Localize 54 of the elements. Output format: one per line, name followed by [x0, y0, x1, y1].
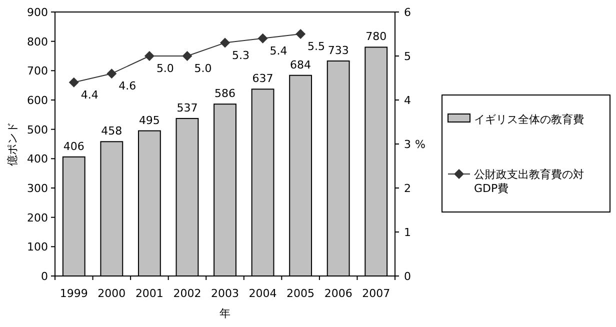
- x-tick-label: 2000: [98, 287, 126, 300]
- data-label: 406: [63, 140, 84, 153]
- data-label: 586: [214, 87, 236, 100]
- point: [68, 77, 79, 88]
- data-label: 733: [328, 44, 349, 57]
- y-tick-label: 500: [27, 123, 48, 136]
- y-tick-label: 400: [27, 152, 48, 166]
- x-tick-label: 1999: [60, 287, 88, 300]
- y-tick-label: 900: [27, 6, 48, 19]
- data-label: 5.0: [194, 62, 212, 75]
- x-tick-label: 2004: [248, 287, 277, 300]
- x-tick-label: 2006: [324, 287, 352, 300]
- y-tick-label: 200: [27, 211, 48, 224]
- data-label: 5.0: [156, 62, 174, 75]
- data-label: 4.4: [80, 88, 98, 102]
- x-axis-title: 年: [220, 307, 230, 320]
- legend-label: イギリス全体の教育費: [474, 113, 584, 126]
- data-label: 780: [366, 30, 387, 44]
- y-tick-label: 100: [27, 240, 48, 254]
- x-tick-label: 2007: [362, 287, 390, 300]
- point: [258, 33, 268, 44]
- point: [296, 29, 306, 39]
- x-tick-label: 2001: [135, 287, 164, 300]
- y2-tick-label: 0: [404, 270, 411, 283]
- y2-tick-label: 1: [404, 226, 411, 239]
- data-label: 537: [176, 101, 198, 114]
- y-axis-title: 億ポンド: [6, 122, 19, 166]
- y-tick-label: 800: [27, 35, 48, 48]
- data-label: 5.4: [270, 44, 288, 58]
- y-tick-label: 700: [27, 64, 48, 78]
- point: [106, 68, 117, 79]
- y2-tick-label: 3: [404, 138, 411, 151]
- data-label: 4.6: [118, 80, 136, 93]
- point: [144, 51, 154, 61]
- x-tick-label: 2002: [173, 287, 202, 300]
- point: [182, 51, 192, 61]
- data-label: 495: [138, 114, 160, 127]
- x-tick-label: 2003: [211, 287, 239, 300]
- y-tick-label: 0: [41, 270, 48, 283]
- y-tick-label: 600: [27, 94, 48, 107]
- point: [220, 38, 230, 48]
- y2-tick-label: 6: [404, 6, 411, 19]
- y2-tick-label: 4: [404, 94, 411, 107]
- legend-label: 公財政支出教育費の対GDP費: [474, 168, 584, 195]
- y2-tick-label: 2: [404, 182, 411, 195]
- data-label: 5.5: [308, 40, 326, 53]
- data-label: 5.3: [232, 48, 250, 62]
- y-tick-label: 300: [27, 182, 48, 195]
- data-label: 684: [290, 58, 312, 72]
- y2-tick-label: 5: [404, 50, 411, 63]
- data-label: 637: [252, 72, 274, 86]
- data-label: 458: [101, 124, 122, 138]
- x-tick-label: 2005: [286, 287, 315, 300]
- y2-axis-title: %: [415, 138, 426, 151]
